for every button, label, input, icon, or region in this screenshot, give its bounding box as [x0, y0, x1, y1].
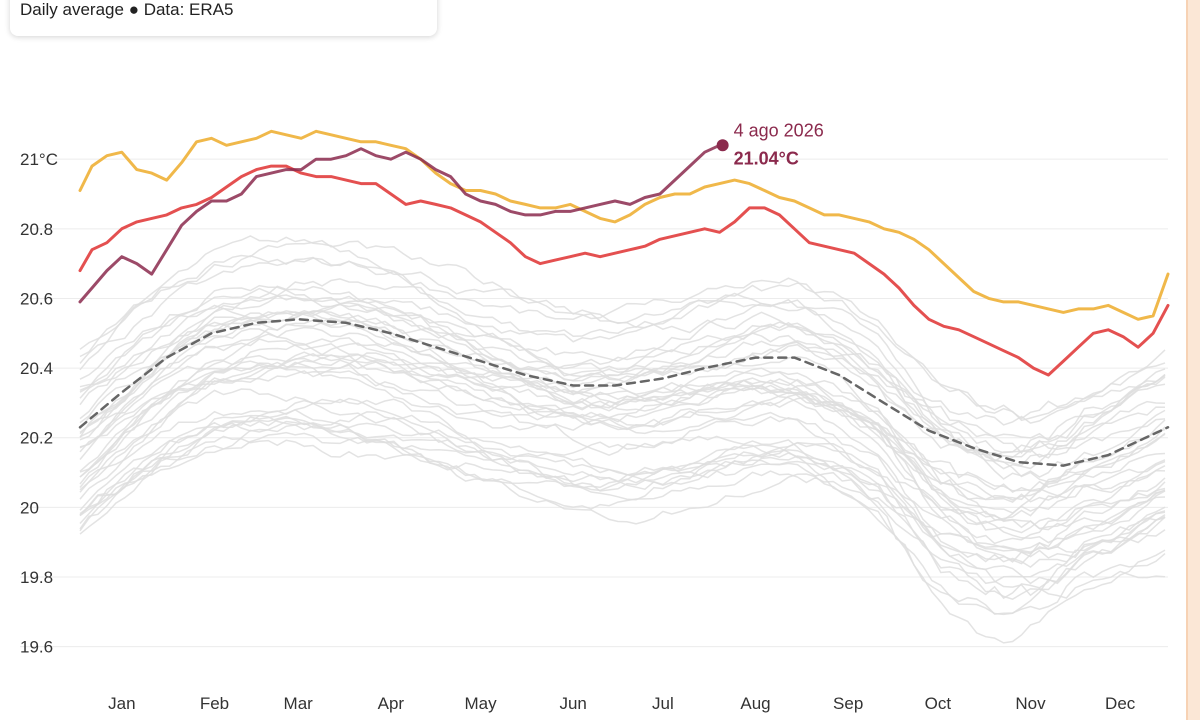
- past-year-line: [79, 352, 1166, 531]
- past-year-line: [79, 351, 1166, 545]
- past-year-line: [79, 352, 1166, 501]
- x-tick-label: Oct: [925, 694, 952, 713]
- y-tick-label: 19.6: [20, 638, 53, 657]
- past-year-line: [79, 255, 1166, 455]
- past-year-line: [79, 239, 1166, 422]
- past-year-line: [79, 354, 1166, 544]
- x-tick-label: Sep: [833, 694, 863, 713]
- y-axis-labels: 21°C 20.8 20.6 20.4 20.2 20 19.8 19.6: [20, 150, 58, 656]
- subtitle-source: Data: ERA5: [143, 0, 234, 19]
- past-year-line: [79, 435, 1166, 615]
- past-years-lines: [79, 235, 1166, 644]
- x-tick-label: Jan: [108, 694, 135, 713]
- past-year-line: [79, 257, 1166, 420]
- past-year-line: [79, 364, 1166, 514]
- past-year-line: [79, 285, 1166, 480]
- y-tick-label: 21°C: [20, 150, 58, 169]
- highlighted-series: [78, 129, 1170, 467]
- x-tick-label: Jun: [559, 694, 586, 713]
- past-year-line: [79, 310, 1166, 501]
- past-year-line: [79, 292, 1166, 454]
- past-year-line: [79, 337, 1166, 565]
- series-line-mean: [78, 318, 1170, 467]
- x-tick-label: Feb: [200, 694, 229, 713]
- latest-value-annotation: 4 ago 2026 21.04°C: [716, 120, 824, 168]
- past-year-line: [79, 319, 1166, 493]
- latest-date-label: 4 ago 2026: [734, 120, 824, 140]
- past-year-line: [79, 294, 1166, 467]
- latest-value-marker[interactable]: [716, 139, 729, 152]
- past-year-line: [79, 365, 1166, 552]
- past-year-line: [79, 359, 1166, 553]
- past-year-line: [79, 422, 1166, 563]
- latest-value-label: 21.04°C: [734, 148, 799, 168]
- x-axis-labels: Jan Feb Mar Apr May Jun Jul Aug Sep Oct Nov Dec: [108, 694, 1136, 713]
- past-year-line: [79, 338, 1166, 534]
- subtitle-card: Daily average ● Data: ERA5: [10, 0, 437, 36]
- past-year-line: [79, 417, 1166, 585]
- past-year-line: [79, 408, 1166, 616]
- series-line-gold: [78, 129, 1170, 321]
- x-tick-label: Jul: [652, 694, 674, 713]
- y-tick-label: 20.4: [20, 359, 53, 378]
- series-line-red: [78, 164, 1170, 377]
- past-year-line: [79, 284, 1166, 442]
- y-tick-label: 20.6: [20, 289, 53, 308]
- x-tick-label: Mar: [284, 694, 314, 713]
- subtitle-prefix: Daily average: [20, 0, 124, 19]
- chart-subtitle: Daily average ● Data: ERA5: [20, 0, 437, 20]
- right-edge-strip: [1186, 0, 1200, 720]
- past-year-line: [79, 361, 1166, 530]
- past-year-line: [79, 398, 1166, 644]
- x-tick-label: Apr: [378, 694, 405, 713]
- x-tick-label: Aug: [740, 694, 770, 713]
- y-tick-label: 19.8: [20, 568, 53, 587]
- past-year-line: [79, 397, 1166, 559]
- x-tick-label: Nov: [1015, 694, 1046, 713]
- y-tick-label: 20.2: [20, 429, 53, 448]
- x-tick-label: Dec: [1105, 694, 1136, 713]
- past-year-line: [79, 326, 1166, 492]
- past-year-line: [79, 431, 1166, 599]
- series-line-current: [78, 143, 725, 304]
- bullet-separator: ●: [128, 0, 139, 19]
- past-year-line: [79, 415, 1166, 601]
- y-tick-label: 20: [20, 498, 39, 517]
- y-tick-label: 20.8: [20, 220, 53, 239]
- x-tick-label: May: [464, 694, 497, 713]
